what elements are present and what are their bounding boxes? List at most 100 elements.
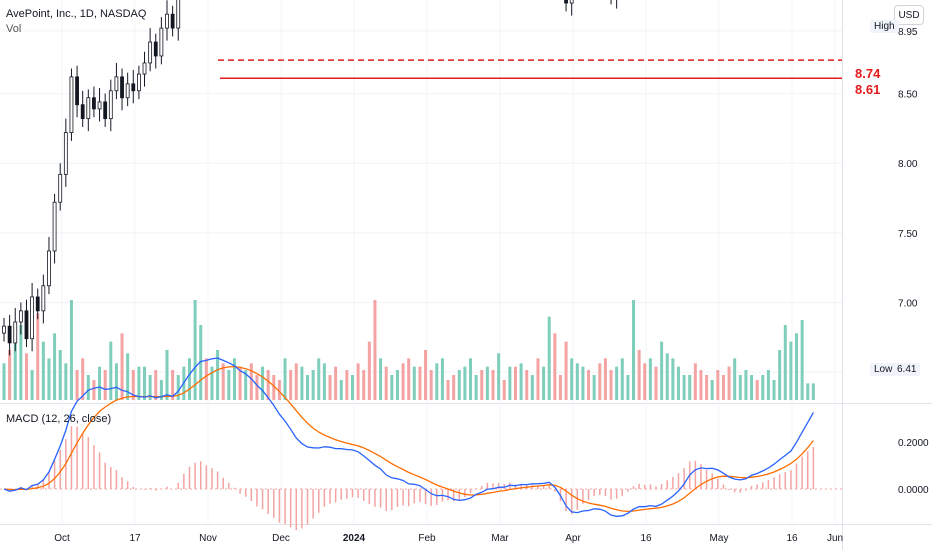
- macd-line: [3, 357, 814, 517]
- volume-bar: [171, 370, 175, 400]
- volume-bar: [311, 370, 315, 400]
- candle-body: [2, 325, 6, 334]
- candle-body: [108, 90, 113, 120]
- volume-bar: [350, 375, 354, 400]
- volume-bar: [463, 366, 467, 400]
- volume-bar: [373, 300, 377, 400]
- volume-bar: [676, 366, 680, 400]
- volume-bar: [513, 366, 517, 400]
- volume-bar: [69, 300, 73, 400]
- volume-bar: [2, 363, 6, 400]
- volume-bar: [249, 363, 253, 400]
- candle-body: [564, 0, 568, 4]
- volume-bar: [30, 370, 34, 400]
- volume-bar: [227, 370, 231, 400]
- volume-bar: [356, 363, 360, 400]
- volume-bar: [491, 370, 495, 400]
- volume-bar: [148, 375, 152, 400]
- time-tick-label: May: [710, 533, 729, 544]
- candle-body: [159, 27, 164, 57]
- candle-body: [75, 76, 79, 106]
- volume-bar: [216, 350, 220, 400]
- volume-bar: [58, 350, 62, 400]
- volume-bar: [204, 358, 208, 400]
- volume-bar: [811, 383, 815, 400]
- volume-bar: [564, 341, 568, 400]
- candle-body: [80, 104, 85, 120]
- volume-bar: [626, 375, 630, 400]
- volume-bar: [558, 375, 562, 400]
- volume-bar: [452, 375, 456, 400]
- volume-bar: [120, 333, 124, 400]
- volume-bar: [47, 358, 51, 400]
- volume-bar: [24, 353, 28, 400]
- volume-bar: [800, 320, 804, 400]
- volume-bar: [575, 363, 579, 400]
- volume-bar: [334, 366, 338, 400]
- time-tick-label: Oct: [54, 533, 70, 544]
- volume-bar: [412, 366, 416, 400]
- currency-button[interactable]: USD: [894, 5, 924, 25]
- candle-body: [52, 201, 57, 252]
- time-tick-label: Feb: [418, 533, 436, 544]
- volume-bar: [255, 375, 259, 400]
- volume-bar: [457, 370, 461, 400]
- volume-bar: [665, 353, 669, 400]
- candle-body: [165, 13, 169, 29]
- candle-body: [569, 0, 574, 4]
- volume-bar: [474, 375, 478, 400]
- candle-body: [86, 97, 91, 120]
- volume-bar: [660, 341, 664, 400]
- macd-tick-label: 0.2000: [898, 438, 929, 449]
- volume-bar: [598, 363, 602, 400]
- candle-body: [131, 83, 136, 92]
- high-label: High: [870, 20, 899, 33]
- volume-label: Vol: [6, 23, 22, 35]
- volume-bar: [581, 366, 585, 400]
- volume-bar: [8, 350, 12, 400]
- candle-body: [13, 321, 18, 344]
- volume-bar: [92, 380, 96, 400]
- volume-bar: [367, 341, 371, 400]
- volume-bar: [328, 375, 332, 400]
- symbol-title: AvePoint, Inc., 1D, NASDAQ: [6, 8, 147, 20]
- volume-bar: [81, 358, 85, 400]
- low-label: Low: [870, 363, 897, 376]
- volume-bar: [379, 358, 383, 400]
- volume-bar: [750, 375, 754, 400]
- time-tick-label: Mar: [491, 533, 509, 544]
- volume-bar: [755, 380, 759, 400]
- volume-bar: [772, 380, 776, 400]
- volume-bar: [221, 363, 225, 400]
- volume-bar: [53, 333, 57, 400]
- candle-body: [92, 97, 96, 110]
- volume-bar: [446, 380, 450, 400]
- volume-bar: [789, 341, 793, 400]
- volume-bar: [322, 363, 326, 400]
- candle-body: [30, 296, 35, 340]
- volume-bar: [277, 380, 281, 400]
- volume-bar: [210, 366, 214, 400]
- time-tick-label: Dec: [272, 533, 290, 544]
- time-tick-label: Jun: [827, 533, 843, 544]
- volume-bar: [294, 363, 298, 400]
- volume-bar: [19, 325, 23, 400]
- volume-bar: [401, 363, 405, 400]
- volume-bar: [542, 366, 546, 400]
- volume-bar: [109, 341, 113, 400]
- volume-bar: [733, 358, 737, 400]
- volume-bar: [648, 358, 652, 400]
- volume-bar: [603, 358, 607, 400]
- volume-bar: [103, 370, 107, 400]
- time-tick-label: 17: [129, 533, 141, 544]
- volume-bar: [766, 370, 770, 400]
- volume-bar: [154, 370, 158, 400]
- volume-bar: [699, 370, 703, 400]
- macd-tick-label: 0.0000: [898, 485, 929, 496]
- resistance-low-label: 8.61: [855, 82, 881, 97]
- volume-bar: [86, 375, 90, 400]
- volume-bar: [306, 375, 310, 400]
- volume-bar: [232, 358, 236, 400]
- volume-bar: [395, 370, 399, 400]
